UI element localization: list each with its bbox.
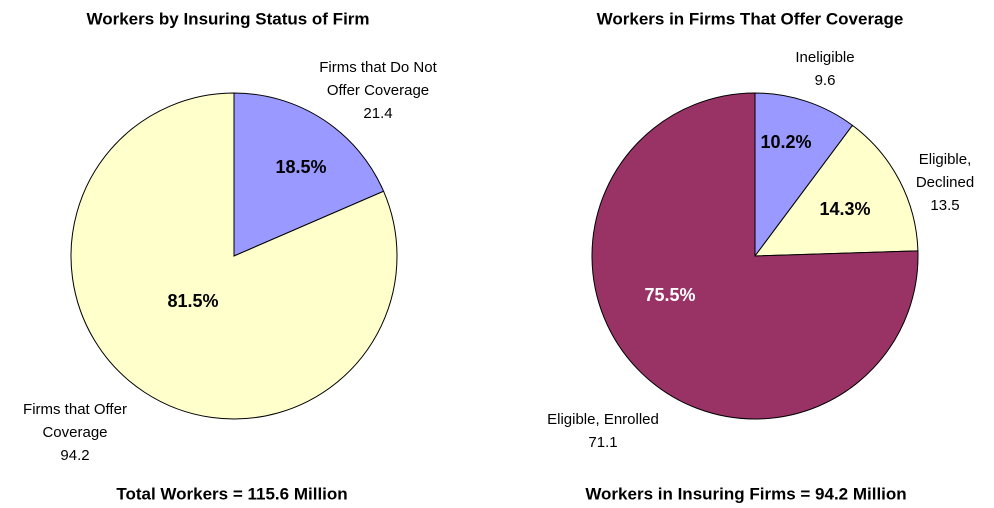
slice-label: Declined [916,174,974,191]
slice-amount: 21.4 [363,105,392,122]
pie-slice [70,92,398,420]
slice-amount: 13.5 [930,197,959,214]
pie-slice [591,92,919,420]
slice-label: Eligible, Enrolled [547,411,659,428]
slice-label: Ineligible [795,49,854,66]
chart-title: Workers in Firms That Offer Coverage [597,9,904,28]
slice-label: Coverage [42,424,107,441]
slice-amount: 71.1 [588,434,617,451]
value-label: 14.3% [819,199,870,219]
caption: Workers in Insuring Firms = 94.2 Million [585,484,906,503]
slice-amount: 9.6 [815,72,836,89]
value-label: 18.5% [275,157,326,177]
slice-label: Firms that Offer [23,401,127,418]
value-label: 10.2% [760,132,811,152]
value-label: 81.5% [167,291,218,311]
slice-label: Eligible, [919,151,972,168]
slice-amount: 94.2 [60,447,89,464]
slice-label: Firms that Do Not [319,59,437,76]
pie-slice [754,92,854,258]
value-label: 75.5% [644,285,695,305]
pie-slice [753,124,919,257]
caption: Total Workers = 115.6 Million [116,484,347,503]
pie-slice [233,92,385,257]
chart-title: Workers by Insuring Status of Firm [86,9,369,28]
slice-label: Offer Coverage [327,82,429,99]
